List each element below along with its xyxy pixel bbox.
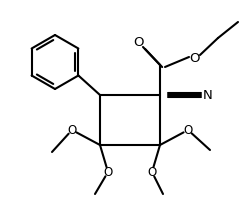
Text: O: O xyxy=(103,165,113,178)
Text: N: N xyxy=(203,88,213,101)
Text: O: O xyxy=(133,35,143,48)
Text: O: O xyxy=(147,165,157,178)
Text: O: O xyxy=(183,123,193,136)
Text: O: O xyxy=(67,123,77,136)
Text: O: O xyxy=(190,51,200,64)
